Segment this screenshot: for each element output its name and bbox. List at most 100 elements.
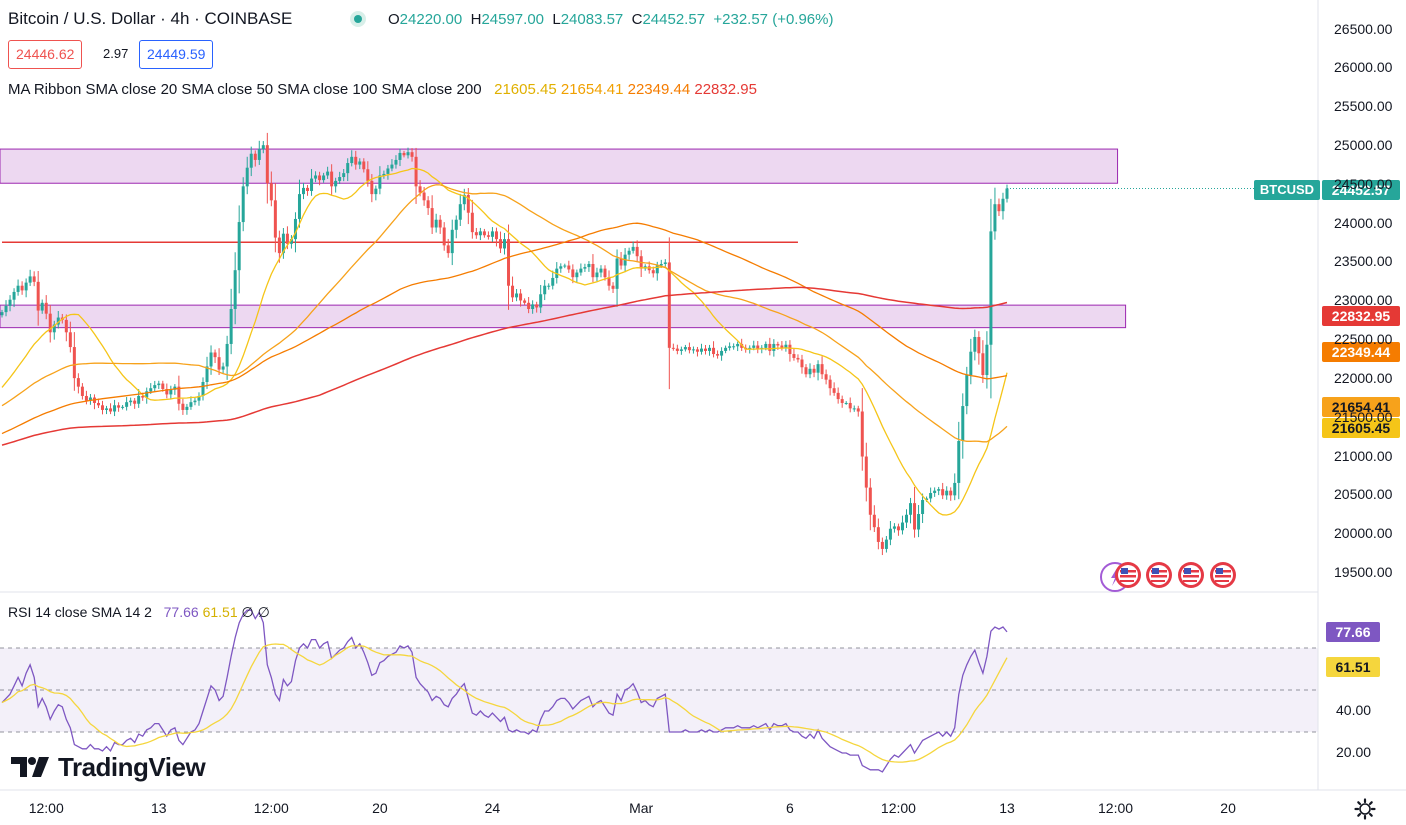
sma50-line xyxy=(1,184,1008,443)
candle-body xyxy=(527,302,531,310)
candle-body xyxy=(277,237,281,254)
price-tick-label: 21500.00 xyxy=(1334,408,1393,425)
candle-body xyxy=(985,344,989,376)
candle-body xyxy=(169,389,173,395)
sma20-value: 21605.45 xyxy=(494,81,557,98)
candle-body xyxy=(157,383,161,386)
us-flag-event-icon[interactable] xyxy=(1209,561,1236,588)
candle-body xyxy=(708,347,712,351)
candle-body xyxy=(189,402,193,407)
candle-body xyxy=(362,161,366,170)
candle-body xyxy=(56,317,60,325)
candle-body xyxy=(599,268,603,273)
candle-body xyxy=(949,490,953,496)
candle-body xyxy=(193,400,197,403)
price-tick-label: 23000.00 xyxy=(1334,292,1393,309)
price-pane xyxy=(0,132,1318,556)
candle-body xyxy=(816,364,820,373)
candle-body xyxy=(398,152,402,160)
candle-body xyxy=(937,489,941,491)
us-flag-event-icon[interactable] xyxy=(1114,561,1141,588)
candle-body xyxy=(498,239,502,249)
candle-body xyxy=(631,246,635,251)
candle-body xyxy=(776,343,780,346)
candle-body xyxy=(326,171,330,176)
candle-body xyxy=(1005,188,1009,199)
candle-body xyxy=(494,231,498,240)
candle-body xyxy=(720,350,724,356)
time-tick-label: 13 xyxy=(999,800,1015,816)
candle-body xyxy=(446,245,450,254)
candle-body xyxy=(330,171,334,187)
low-value: 24083.57 xyxy=(560,11,624,28)
candle-body xyxy=(507,239,511,286)
candle-body xyxy=(503,239,506,249)
candle-body xyxy=(687,347,691,351)
candle-body xyxy=(378,175,382,189)
rsi-sma-line xyxy=(1,643,1008,763)
candle-body xyxy=(543,285,547,295)
candle-body xyxy=(981,353,985,376)
market-status-icon[interactable] xyxy=(350,11,366,27)
candle-body xyxy=(213,352,217,358)
time-tick-label: 12:00 xyxy=(1098,800,1134,816)
candle-body xyxy=(740,343,744,348)
gear-icon[interactable] xyxy=(1354,798,1376,820)
candle-body xyxy=(273,200,277,238)
candle-body xyxy=(20,285,24,291)
rsi-price-label: 77.66 xyxy=(1326,622,1380,642)
us-flag-event-icon[interactable] xyxy=(1145,561,1172,588)
sell-button[interactable]: 24446.62 xyxy=(8,40,83,69)
sma200-value: 22832.95 xyxy=(694,81,757,98)
time-tick-label: 12:00 xyxy=(28,800,64,816)
candle-body xyxy=(386,168,390,174)
candle-body xyxy=(591,263,595,278)
candle-body xyxy=(72,347,76,379)
candle-body xyxy=(233,270,237,310)
open-value: 24220.00 xyxy=(399,11,463,28)
sma50-value: 21654.41 xyxy=(560,81,624,98)
candle-body xyxy=(181,403,185,410)
candle-body xyxy=(302,187,305,195)
rsi-pane xyxy=(0,609,1318,773)
us-flag-event-icon[interactable] xyxy=(1177,561,1204,588)
candle-body xyxy=(808,368,812,375)
candle-body xyxy=(346,163,350,174)
candle-body xyxy=(84,395,88,401)
candle-body xyxy=(129,400,133,403)
price-tick-label: 22000.00 xyxy=(1334,369,1393,386)
candle-body xyxy=(764,343,768,348)
price-tick-label: 20500.00 xyxy=(1334,486,1393,503)
candle-body xyxy=(945,490,949,496)
candle-body xyxy=(933,490,937,494)
ma-ribbon-legend[interactable]: MA Ribbon SMA close 20 SMA close 50 SMA … xyxy=(8,81,757,98)
candle-body xyxy=(297,194,301,219)
candle-body xyxy=(884,539,888,549)
buy-button[interactable]: 24449.59 xyxy=(139,40,214,69)
candle-body xyxy=(917,513,921,530)
candle-body xyxy=(197,395,201,401)
candle-body xyxy=(490,231,494,237)
candle-body xyxy=(663,262,667,264)
candle-body xyxy=(185,406,189,410)
candle-body xyxy=(840,399,844,403)
price-tick-label: 26000.00 xyxy=(1334,59,1393,76)
candle-body xyxy=(993,204,997,232)
candle-body xyxy=(16,285,20,292)
candle-body xyxy=(253,153,257,160)
candle-body xyxy=(462,194,466,205)
candle-body xyxy=(679,349,683,351)
ohlc-values: O24220.00 H24597.00 L24083.57 C24452.57 … xyxy=(388,11,834,28)
candle-body xyxy=(133,400,137,404)
rsi-legend[interactable]: RSI 14 close SMA 14 2 77.66 61.51 ∅ ∅ xyxy=(8,604,270,620)
candle-body xyxy=(165,388,169,395)
candle-body xyxy=(559,266,563,269)
candle-body xyxy=(603,268,607,278)
candle-body xyxy=(105,408,109,410)
sma200-price-label: 22832.95 xyxy=(1322,306,1400,326)
candle-body xyxy=(1001,198,1005,212)
candle-body xyxy=(784,344,788,348)
candle-body xyxy=(667,262,671,348)
candle-body xyxy=(245,167,249,187)
